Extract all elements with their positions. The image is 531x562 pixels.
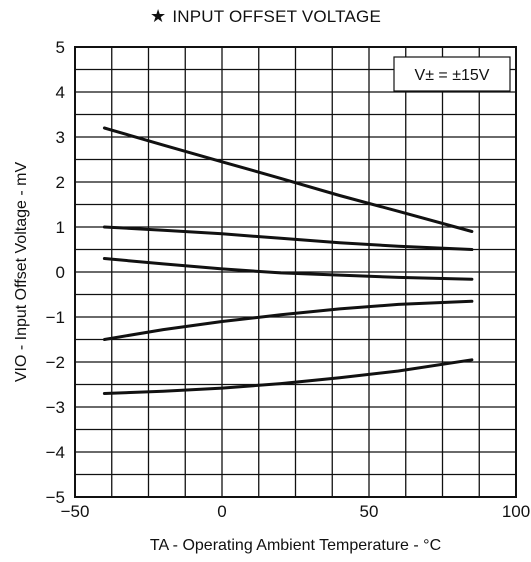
- star-icon: ★: [149, 6, 167, 26]
- x-axis-ticks: −50 0 50 100: [61, 502, 531, 521]
- annotation-text: V± = ±15V: [415, 67, 490, 84]
- series-group: [102, 126, 474, 395]
- y-tick-label: −3: [46, 398, 65, 417]
- x-tick-label: 50: [360, 502, 379, 521]
- series-line-3: [102, 257, 474, 281]
- chart-title: ★ INPUT OFFSET VOLTAGE: [0, 6, 531, 27]
- annotation-box: V± = ±15V: [393, 56, 511, 92]
- y-tick-label: 1: [56, 218, 65, 237]
- x-tick-label: 0: [217, 502, 226, 521]
- x-tick-label: 100: [502, 502, 530, 521]
- y-tick-label: 3: [56, 128, 65, 147]
- y-tick-label: 0: [56, 263, 65, 282]
- y-tick-label: 2: [56, 173, 65, 192]
- x-axis-label: TA - Operating Ambient Temperature - °C: [150, 537, 441, 554]
- series-line-4: [102, 299, 474, 341]
- y-tick-label: −1: [46, 308, 65, 327]
- series-line-2: [102, 225, 474, 251]
- y-tick-label: 5: [56, 38, 65, 57]
- y-axis-ticks: 5 4 3 2 1 0 −1 −2 −3 −4 −5: [46, 38, 65, 507]
- y-tick-label: −4: [46, 443, 65, 462]
- y-tick-label: −2: [46, 353, 65, 372]
- series-line-5: [102, 358, 474, 395]
- series-line-1: [102, 126, 474, 233]
- x-tick-label: −50: [61, 502, 90, 521]
- y-axis-label: VIO - Input Offset Voltage - mV: [13, 162, 30, 383]
- y-tick-label: 4: [56, 83, 65, 102]
- plot-frame: [74, 46, 517, 498]
- chart-title-text: INPUT OFFSET VOLTAGE: [172, 7, 381, 26]
- y-tick-label: −5: [46, 488, 65, 507]
- grid-lines: [75, 47, 516, 497]
